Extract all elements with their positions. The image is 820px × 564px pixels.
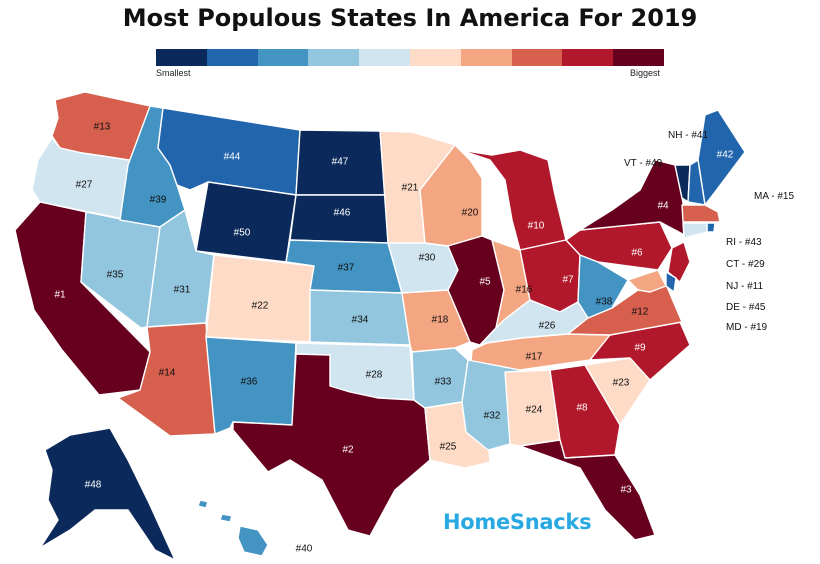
- rank-label-ak: #48: [85, 480, 102, 491]
- rank-label-sc: #23: [613, 378, 630, 389]
- rank-label-il: #5: [479, 277, 491, 288]
- state-tx: [232, 353, 431, 537]
- rank-label-oh: #7: [562, 275, 574, 286]
- map-title: Most Populous States In America For 2019: [122, 4, 698, 32]
- rank-label-ok: #28: [366, 370, 383, 381]
- state-ak: [39, 427, 176, 561]
- rank-label-tx: #2: [342, 445, 354, 456]
- legend-high-label: Biggest: [630, 68, 661, 78]
- rank-label-nc: #9: [634, 343, 646, 354]
- state-ri: [706, 222, 716, 233]
- state-sd: [289, 194, 389, 244]
- rank-label-wi: #20: [462, 208, 479, 219]
- state-wi: [419, 144, 483, 247]
- rank-label-nv: #35: [107, 270, 124, 281]
- rank-label-mn: #21: [402, 183, 419, 194]
- rank-label-ne: #37: [338, 263, 355, 274]
- rank-label-mo: #18: [432, 315, 449, 326]
- rank-label-wv: #38: [596, 297, 613, 308]
- rank-label-nm: #36: [241, 377, 258, 388]
- legend-swatch-6: [409, 49, 461, 66]
- callout-nh: NH - #41: [668, 130, 709, 141]
- callout-ma: MA - #15: [754, 191, 795, 202]
- callout-vt: VT - #49: [624, 158, 663, 169]
- rank-label-in: #16: [516, 285, 533, 296]
- rank-label-mi: #10: [528, 221, 545, 232]
- rank-label-wy: #50: [234, 228, 251, 239]
- rank-label-va: #12: [632, 307, 649, 318]
- rank-label-mt: #44: [224, 152, 241, 163]
- legend-swatch-10: [613, 49, 664, 66]
- rank-label-id: #39: [150, 195, 167, 206]
- legend-swatch-7: [460, 49, 512, 66]
- state-de: [665, 271, 677, 293]
- rank-label-la: #25: [440, 442, 457, 453]
- rank-label-ca: #1: [54, 290, 66, 301]
- rank-label-ga: #8: [576, 403, 588, 414]
- rank-label-sd: #46: [334, 208, 351, 219]
- legend-swatch-4: [308, 49, 360, 66]
- rank-label-al: #24: [526, 405, 543, 416]
- rank-label-me: #42: [717, 150, 734, 161]
- legend-swatch-9: [562, 49, 614, 66]
- state-hi: [197, 499, 269, 557]
- rank-label-pa: #6: [631, 248, 643, 259]
- rank-label-ny: #4: [657, 201, 669, 212]
- callout-ri: RI - #43: [726, 237, 762, 248]
- color-legend: [156, 49, 664, 66]
- rank-label-ia: #30: [419, 253, 436, 264]
- state-fl: [519, 439, 656, 541]
- callout-de: DE - #45: [726, 302, 766, 313]
- state-nj: [667, 241, 691, 283]
- rank-label-ms: #32: [484, 411, 501, 422]
- callout-md: MD - #19: [726, 322, 768, 333]
- rank-label-tn: #17: [526, 352, 543, 363]
- callout-ct: CT - #29: [726, 259, 765, 270]
- rank-label-nd: #47: [332, 157, 349, 168]
- legend-swatch-5: [359, 49, 410, 66]
- legend-swatch-1: [156, 49, 207, 66]
- legend-swatch-8: [511, 49, 563, 66]
- rank-label-az: #14: [159, 368, 176, 379]
- rank-label-ks: #34: [352, 315, 369, 326]
- legend-low-label: Smallest: [156, 68, 191, 78]
- legend-swatch-3: [257, 49, 309, 66]
- rank-label-co: #22: [252, 301, 269, 312]
- state-co: [205, 254, 315, 343]
- rank-label-ky: #26: [539, 321, 556, 332]
- state-wy: [195, 181, 297, 263]
- rank-label-ut: #31: [174, 285, 191, 296]
- homesnacks-logo: HomeSnacks: [443, 510, 592, 534]
- rank-label-ar: #33: [435, 377, 452, 388]
- rank-label-wa: #13: [94, 122, 111, 133]
- state-ct: [682, 222, 708, 239]
- state-ma: [681, 204, 721, 223]
- rank-label-or: #27: [76, 180, 93, 191]
- state-md: [627, 269, 667, 293]
- rank-label-hi: #40: [296, 544, 313, 555]
- rank-label-fl: #3: [620, 485, 632, 496]
- callout-nj: NJ - #11: [726, 281, 764, 292]
- legend-swatch-2: [206, 49, 258, 66]
